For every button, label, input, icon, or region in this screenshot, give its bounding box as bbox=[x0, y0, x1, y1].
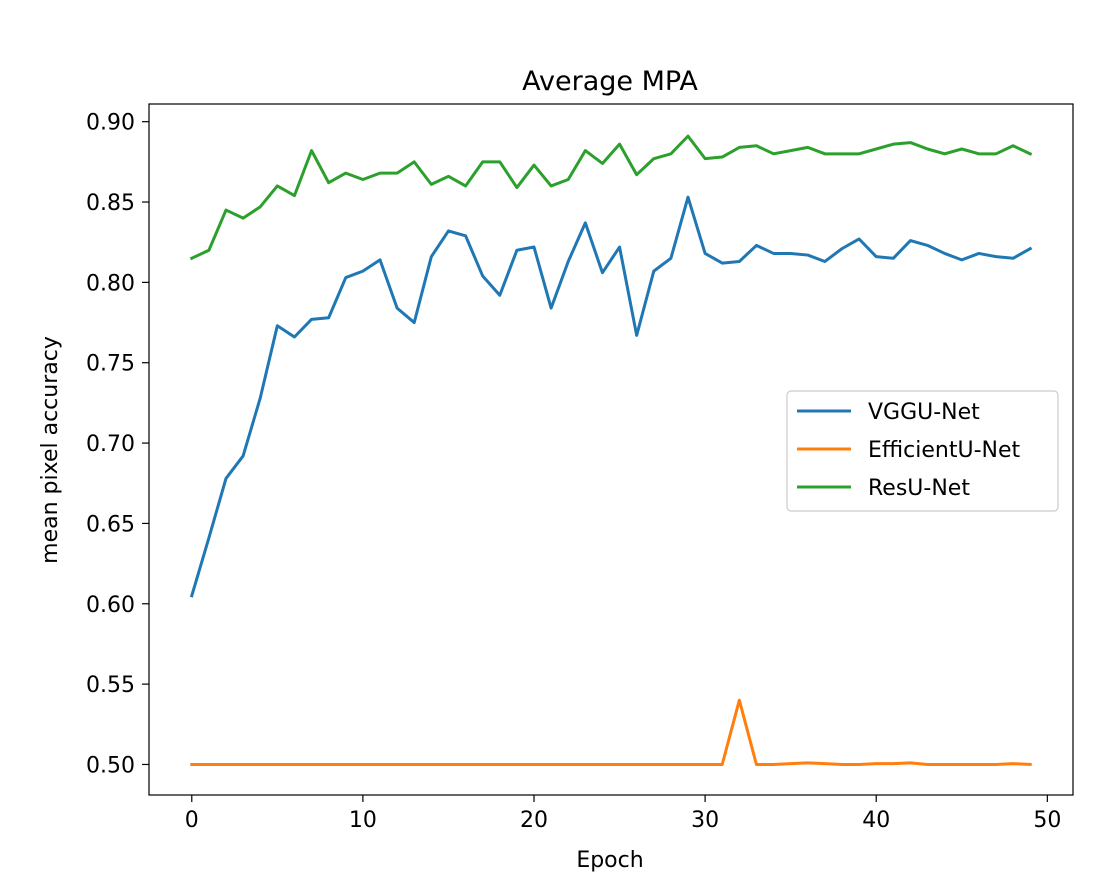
series-line-efficientu-net bbox=[190, 698, 1032, 767]
legend-label-efficientu-net: EfficientU-Net bbox=[868, 438, 1021, 463]
x-tick-label: 50 bbox=[1033, 808, 1061, 833]
y-tick-label: 0.60 bbox=[86, 593, 135, 618]
x-tick-label: 30 bbox=[691, 808, 719, 833]
y-tick-label: 0.75 bbox=[86, 352, 135, 377]
series-line-resu-net bbox=[189, 134, 1033, 261]
x-tick-label: 20 bbox=[520, 808, 548, 833]
y-axis-label: mean pixel accuracy bbox=[38, 336, 63, 564]
y-tick-label: 0.85 bbox=[86, 191, 135, 216]
y-tick-label: 0.65 bbox=[86, 512, 135, 537]
y-tick-label: 0.90 bbox=[86, 111, 135, 136]
chart-title: Average MPA bbox=[522, 66, 698, 97]
legend: VGGU-Net EfficientU-Net ResU-Net bbox=[786, 390, 1059, 512]
y-tick-label: 0.50 bbox=[86, 753, 135, 778]
series-layer bbox=[189, 134, 1033, 767]
series-line-vggu-net bbox=[189, 195, 1033, 598]
plot-area-frame bbox=[148, 103, 1074, 796]
y-tick-label: 0.70 bbox=[86, 432, 135, 457]
x-tick-label: 0 bbox=[185, 808, 199, 833]
legend-label-vggu-net: VGGU-Net bbox=[868, 400, 980, 425]
x-tick-label: 10 bbox=[349, 808, 377, 833]
x-axis: 0 10 20 30 40 50 bbox=[185, 795, 1061, 833]
legend-label-resu-net: ResU-Net bbox=[868, 476, 970, 501]
x-axis-label: Epoch bbox=[576, 848, 643, 873]
x-tick-label: 40 bbox=[862, 808, 890, 833]
y-tick-label: 0.80 bbox=[86, 271, 135, 296]
y-tick-label: 0.55 bbox=[86, 673, 135, 698]
legend-box bbox=[786, 390, 1059, 512]
y-axis: 0.50 0.55 0.60 0.65 0.70 0.75 0.80 0.85 0.90 bbox=[86, 111, 149, 778]
